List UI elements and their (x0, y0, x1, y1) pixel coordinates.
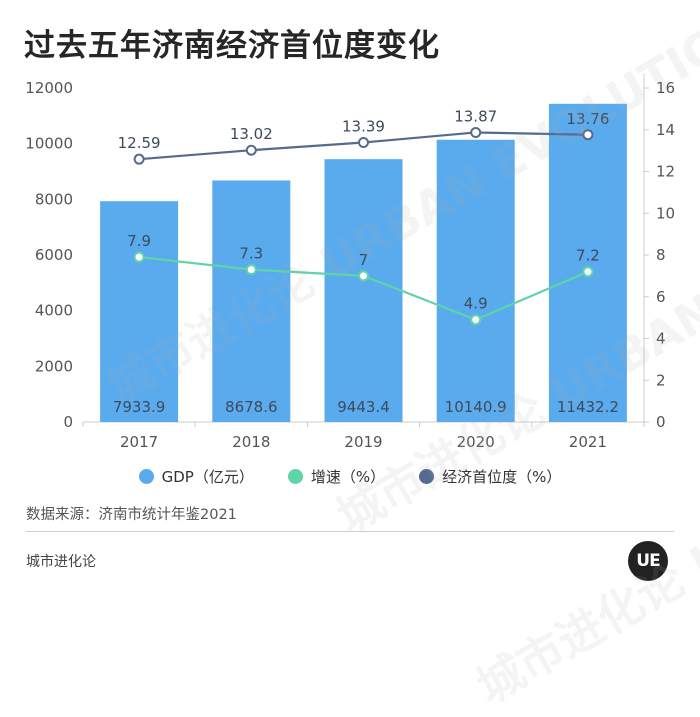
bar-value-label: 7933.9 (113, 398, 166, 416)
growth-value-label: 7.3 (239, 245, 263, 263)
legend-swatch-primacy (419, 469, 435, 484)
legend-swatch-gdp (138, 469, 154, 484)
y-right-tick-label: 2 (656, 371, 666, 389)
legend: GDP（亿元） 增速（%） 经济首位度（%） (0, 466, 700, 487)
growth-point (582, 266, 594, 278)
primacy-point (133, 153, 145, 165)
y-left-tick-label: 2000 (35, 357, 73, 375)
legend-label-gdp: GDP（亿元） (161, 468, 254, 486)
bar-gdp (212, 180, 291, 422)
bar-gdp (548, 103, 627, 422)
bar-gdp (324, 159, 403, 423)
y-right-tick-label: 8 (656, 246, 666, 264)
brand-logo: UE (628, 541, 668, 581)
y-right-tick-label: 10 (656, 204, 675, 222)
primacy-point (470, 126, 482, 138)
legend-label-growth: 增速（%） (310, 468, 386, 486)
y-right-tick-label: 4 (656, 330, 666, 348)
y-right-tick-label: 0 (656, 413, 666, 431)
bar-value-label: 11432.2 (557, 398, 619, 416)
growth-value-label: 7 (359, 251, 369, 269)
chart-title: 过去五年济南经济首位度变化 (24, 28, 440, 64)
y-left-tick-label: 4000 (35, 302, 73, 320)
footer-divider (26, 531, 674, 532)
primacy-point (358, 136, 369, 148)
x-tick-label: 2021 (569, 433, 607, 451)
growth-point (245, 264, 257, 276)
bar-gdp (100, 201, 179, 422)
primacy-value-label: 13.76 (566, 110, 609, 128)
data-source: 数据来源：济南市统计年鉴2021 (26, 507, 237, 523)
footer-brand: 城市进化论 (26, 554, 96, 570)
primacy-point (582, 129, 594, 141)
primacy-value-label: 12.59 (118, 134, 161, 152)
bar-value-label: 10140.9 (445, 398, 507, 416)
legend-item-primacy[interactable]: 经济首位度（%） (419, 466, 561, 487)
x-tick-label: 2020 (457, 433, 495, 451)
x-tick-label: 2018 (232, 433, 270, 451)
legend-item-growth[interactable]: 增速（%） (287, 466, 386, 487)
growth-value-label: 7.9 (127, 232, 151, 250)
x-tick-label: 2019 (344, 433, 382, 451)
growth-value-label: 7.2 (576, 247, 600, 265)
primacy-value-label: 13.87 (454, 107, 497, 125)
y-right-tick-label: 12 (656, 163, 675, 181)
primacy-point (245, 144, 257, 156)
x-tick-label: 2017 (120, 433, 158, 451)
legend-swatch-growth (287, 469, 303, 484)
primacy-value-label: 13.02 (230, 125, 273, 143)
bar-value-label: 9443.4 (337, 398, 390, 416)
bar-gdp (436, 139, 515, 423)
chart-svg: 0 2000 4000 6000 8000 10000 12000 0 2 4 6 8 10 12 14 16… (25, 74, 675, 451)
growth-point (133, 251, 145, 263)
growth-value-label: 4.9 (464, 295, 488, 313)
legend-label-primacy: 经济首位度（%） (442, 468, 562, 486)
primacy-value-label: 13.39 (342, 117, 385, 135)
y-right-tick-label: 14 (656, 121, 675, 139)
legend-item-gdp[interactable]: GDP（亿元） (138, 466, 254, 487)
growth-point (470, 314, 482, 326)
y-right-tick-label: 6 (656, 288, 666, 306)
y-right-tick-label: 16 (656, 79, 675, 97)
y-left-tick-label: 8000 (35, 190, 73, 208)
y-left-tick-label: 0 (63, 413, 73, 431)
y-left-tick-label: 12000 (25, 79, 73, 97)
y-left-tick-label: 6000 (35, 246, 73, 264)
y-left-tick-label: 10000 (25, 135, 73, 153)
growth-point (358, 270, 369, 282)
bar-value-label: 8678.6 (225, 398, 278, 416)
